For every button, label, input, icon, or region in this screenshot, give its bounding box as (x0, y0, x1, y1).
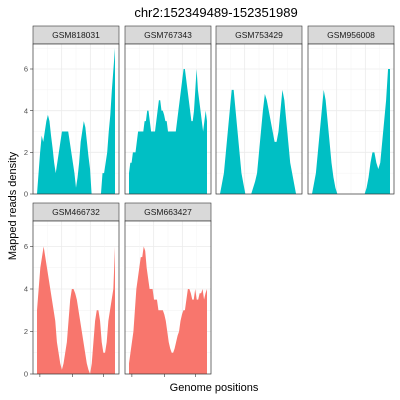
panel-border (124, 43, 212, 195)
facet-panel: GSM663427 (124, 202, 212, 377)
density-area (129, 69, 207, 194)
facet-strip-label: GSM818031 (52, 30, 100, 40)
density-area (37, 48, 115, 194)
facet-strip-label: GSM663427 (144, 207, 192, 217)
density-area (220, 89, 298, 194)
y-axis-label: Mapped reads density (7, 151, 19, 260)
panel-border (32, 43, 120, 195)
panel-border (215, 43, 303, 195)
y-tick-label: 6 (24, 65, 28, 74)
panel-border (124, 220, 212, 375)
facet-panel: GSM956008 (307, 25, 395, 195)
chart-title: chr2:152349489-152351989 (134, 5, 297, 20)
facet-strip-label: GSM956008 (327, 30, 375, 40)
facet-strip-label: GSM466732 (52, 207, 100, 217)
density-area (312, 69, 390, 194)
y-tick-label: 4 (24, 106, 28, 115)
facet-panel: GSM767343 (124, 25, 212, 195)
panel-border (307, 43, 395, 195)
x-axis-label: Genome positions (170, 382, 259, 394)
y-tick-label: 2 (24, 148, 28, 157)
y-tick-label: 2 (24, 327, 28, 336)
facet-strip-label: GSM753429 (235, 30, 283, 40)
y-tick-label: 0 (24, 190, 28, 199)
y-tick-label: 6 (24, 242, 28, 251)
y-tick-label: 0 (24, 370, 28, 379)
facet-panel: GSM753429 (215, 25, 303, 195)
density-area (37, 246, 115, 374)
facet-panel: GSM466732 0 2 4 6 (24, 202, 120, 379)
panel-border (32, 220, 120, 375)
density-area (129, 246, 207, 374)
facet-strip-label: GSM767343 (144, 30, 192, 40)
facet-panel: GSM818031 0 2 4 6 (24, 25, 120, 199)
y-tick-label: 4 (24, 285, 28, 294)
facet-panels: GSM818031 0 2 4 6 GSM767343 GSM753429 GSM956008… (24, 25, 395, 379)
